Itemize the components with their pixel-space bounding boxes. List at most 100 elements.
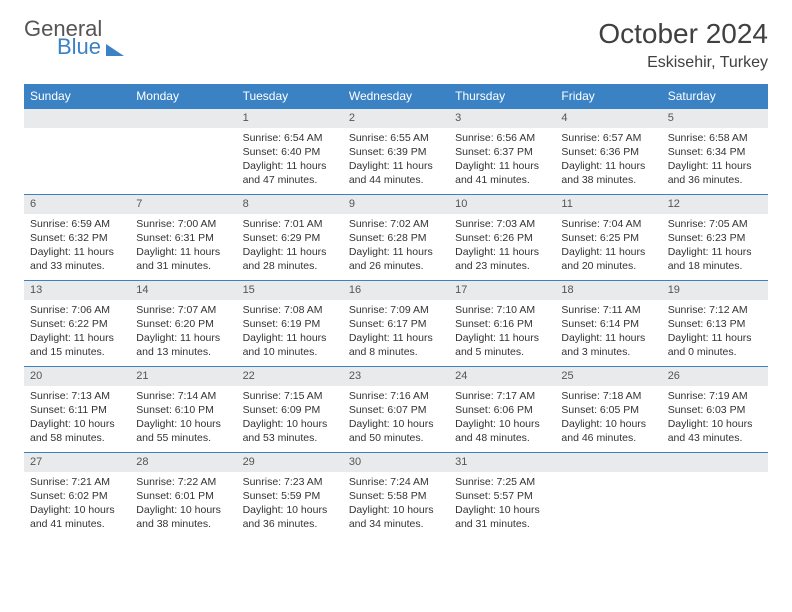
sunrise-line: Sunrise: 7:15 AM xyxy=(243,389,337,403)
daylight-line: Daylight: 10 hours and 58 minutes. xyxy=(30,417,124,445)
sunset-line: Sunset: 6:36 PM xyxy=(561,145,655,159)
day-header: Saturday xyxy=(662,84,768,108)
calendar-cell: 1Sunrise: 6:54 AMSunset: 6:40 PMDaylight… xyxy=(237,108,343,194)
daylight-line: Daylight: 10 hours and 50 minutes. xyxy=(349,417,443,445)
day-header: Sunday xyxy=(24,84,130,108)
logo-text-line2: Blue xyxy=(57,36,102,58)
cell-body: Sunrise: 7:15 AMSunset: 6:09 PMDaylight:… xyxy=(237,386,343,450)
day-number: 9 xyxy=(343,194,449,214)
sunrise-line: Sunrise: 7:00 AM xyxy=(136,217,230,231)
day-number: 14 xyxy=(130,280,236,300)
day-number: 20 xyxy=(24,366,130,386)
calendar-row: 27Sunrise: 7:21 AMSunset: 6:02 PMDayligh… xyxy=(24,452,768,538)
daylight-line: Daylight: 11 hours and 15 minutes. xyxy=(30,331,124,359)
day-header: Monday xyxy=(130,84,236,108)
daylight-line: Daylight: 11 hours and 8 minutes. xyxy=(349,331,443,359)
cell-body: Sunrise: 6:54 AMSunset: 6:40 PMDaylight:… xyxy=(237,128,343,192)
cell-body: Sunrise: 7:12 AMSunset: 6:13 PMDaylight:… xyxy=(662,300,768,364)
calendar-cell: 23Sunrise: 7:16 AMSunset: 6:07 PMDayligh… xyxy=(343,366,449,452)
daylight-line: Daylight: 11 hours and 5 minutes. xyxy=(455,331,549,359)
page-title: October 2024 xyxy=(598,18,768,50)
daylight-line: Daylight: 11 hours and 28 minutes. xyxy=(243,245,337,273)
cell-body: Sunrise: 7:05 AMSunset: 6:23 PMDaylight:… xyxy=(662,214,768,278)
calendar-cell: 20Sunrise: 7:13 AMSunset: 6:11 PMDayligh… xyxy=(24,366,130,452)
calendar-cell: 9Sunrise: 7:02 AMSunset: 6:28 PMDaylight… xyxy=(343,194,449,280)
calendar-cell: 31Sunrise: 7:25 AMSunset: 5:57 PMDayligh… xyxy=(449,452,555,538)
sunset-line: Sunset: 5:59 PM xyxy=(243,489,337,503)
cell-body: Sunrise: 7:17 AMSunset: 6:06 PMDaylight:… xyxy=(449,386,555,450)
cell-body: Sunrise: 7:10 AMSunset: 6:16 PMDaylight:… xyxy=(449,300,555,364)
calendar-cell: 28Sunrise: 7:22 AMSunset: 6:01 PMDayligh… xyxy=(130,452,236,538)
sunrise-line: Sunrise: 7:22 AM xyxy=(136,475,230,489)
day-number: 1 xyxy=(237,108,343,128)
day-number: 26 xyxy=(662,366,768,386)
calendar-cell: 24Sunrise: 7:17 AMSunset: 6:06 PMDayligh… xyxy=(449,366,555,452)
sunset-line: Sunset: 6:02 PM xyxy=(30,489,124,503)
sunrise-line: Sunrise: 6:54 AM xyxy=(243,131,337,145)
day-header: Tuesday xyxy=(237,84,343,108)
daylight-line: Daylight: 10 hours and 38 minutes. xyxy=(136,503,230,531)
calendar-cell: 22Sunrise: 7:15 AMSunset: 6:09 PMDayligh… xyxy=(237,366,343,452)
calendar-cell: 3Sunrise: 6:56 AMSunset: 6:37 PMDaylight… xyxy=(449,108,555,194)
calendar-cell: 15Sunrise: 7:08 AMSunset: 6:19 PMDayligh… xyxy=(237,280,343,366)
calendar-cell: 27Sunrise: 7:21 AMSunset: 6:02 PMDayligh… xyxy=(24,452,130,538)
sunset-line: Sunset: 6:37 PM xyxy=(455,145,549,159)
sunrise-line: Sunrise: 7:25 AM xyxy=(455,475,549,489)
day-number: 13 xyxy=(24,280,130,300)
calendar-cell: 12Sunrise: 7:05 AMSunset: 6:23 PMDayligh… xyxy=(662,194,768,280)
calendar-cell: 0 xyxy=(555,452,661,538)
sunset-line: Sunset: 6:11 PM xyxy=(30,403,124,417)
sunset-line: Sunset: 6:09 PM xyxy=(243,403,337,417)
calendar-cell: 6Sunrise: 6:59 AMSunset: 6:32 PMDaylight… xyxy=(24,194,130,280)
day-number: 25 xyxy=(555,366,661,386)
title-block: October 2024 Eskisehir, Turkey xyxy=(598,18,768,72)
day-number: 27 xyxy=(24,452,130,472)
cell-body: Sunrise: 6:57 AMSunset: 6:36 PMDaylight:… xyxy=(555,128,661,192)
day-number: 7 xyxy=(130,194,236,214)
calendar-body: 001Sunrise: 6:54 AMSunset: 6:40 PMDaylig… xyxy=(24,108,768,538)
cell-body: Sunrise: 6:55 AMSunset: 6:39 PMDaylight:… xyxy=(343,128,449,192)
sunrise-line: Sunrise: 7:18 AM xyxy=(561,389,655,403)
day-number: 18 xyxy=(555,280,661,300)
sunset-line: Sunset: 6:16 PM xyxy=(455,317,549,331)
calendar-cell: 14Sunrise: 7:07 AMSunset: 6:20 PMDayligh… xyxy=(130,280,236,366)
sunset-line: Sunset: 6:13 PM xyxy=(668,317,762,331)
day-number: 11 xyxy=(555,194,661,214)
sunset-line: Sunset: 6:10 PM xyxy=(136,403,230,417)
daylight-line: Daylight: 11 hours and 31 minutes. xyxy=(136,245,230,273)
sunrise-line: Sunrise: 6:59 AM xyxy=(30,217,124,231)
daylight-line: Daylight: 10 hours and 46 minutes. xyxy=(561,417,655,445)
day-number: 8 xyxy=(237,194,343,214)
sunset-line: Sunset: 5:58 PM xyxy=(349,489,443,503)
cell-body: Sunrise: 7:07 AMSunset: 6:20 PMDaylight:… xyxy=(130,300,236,364)
sunrise-line: Sunrise: 6:57 AM xyxy=(561,131,655,145)
sunrise-line: Sunrise: 7:05 AM xyxy=(668,217,762,231)
daylight-line: Daylight: 10 hours and 48 minutes. xyxy=(455,417,549,445)
sunset-line: Sunset: 6:28 PM xyxy=(349,231,443,245)
day-header: Wednesday xyxy=(343,84,449,108)
cell-body: Sunrise: 7:08 AMSunset: 6:19 PMDaylight:… xyxy=(237,300,343,364)
daylight-line: Daylight: 11 hours and 44 minutes. xyxy=(349,159,443,187)
sunrise-line: Sunrise: 7:13 AM xyxy=(30,389,124,403)
sunrise-line: Sunrise: 7:09 AM xyxy=(349,303,443,317)
calendar-cell: 7Sunrise: 7:00 AMSunset: 6:31 PMDaylight… xyxy=(130,194,236,280)
day-number: 28 xyxy=(130,452,236,472)
sunset-line: Sunset: 6:22 PM xyxy=(30,317,124,331)
cell-body: Sunrise: 7:11 AMSunset: 6:14 PMDaylight:… xyxy=(555,300,661,364)
daylight-line: Daylight: 11 hours and 20 minutes. xyxy=(561,245,655,273)
cell-body: Sunrise: 7:22 AMSunset: 6:01 PMDaylight:… xyxy=(130,472,236,536)
calendar-row: 20Sunrise: 7:13 AMSunset: 6:11 PMDayligh… xyxy=(24,366,768,452)
sunset-line: Sunset: 6:25 PM xyxy=(561,231,655,245)
daylight-line: Daylight: 10 hours and 36 minutes. xyxy=(243,503,337,531)
daylight-line: Daylight: 10 hours and 31 minutes. xyxy=(455,503,549,531)
sunrise-line: Sunrise: 6:55 AM xyxy=(349,131,443,145)
daylight-line: Daylight: 11 hours and 0 minutes. xyxy=(668,331,762,359)
daylight-line: Daylight: 11 hours and 36 minutes. xyxy=(668,159,762,187)
cell-body: Sunrise: 7:13 AMSunset: 6:11 PMDaylight:… xyxy=(24,386,130,450)
sunrise-line: Sunrise: 7:12 AM xyxy=(668,303,762,317)
day-header: Friday xyxy=(555,84,661,108)
cell-body: Sunrise: 7:23 AMSunset: 5:59 PMDaylight:… xyxy=(237,472,343,536)
sunrise-line: Sunrise: 7:03 AM xyxy=(455,217,549,231)
day-number: 22 xyxy=(237,366,343,386)
day-number: 30 xyxy=(343,452,449,472)
